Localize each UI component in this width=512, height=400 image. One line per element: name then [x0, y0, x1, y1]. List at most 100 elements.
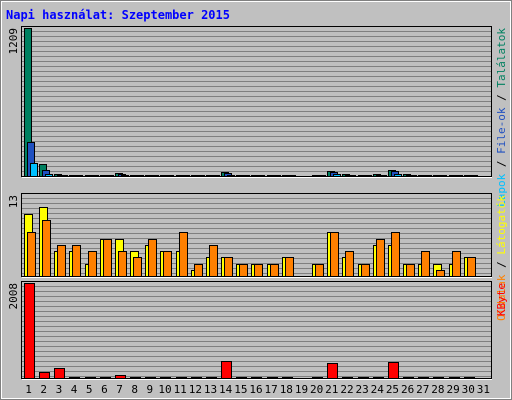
bar-Lapok-10 [166, 175, 174, 177]
bar-Lapok-11 [182, 175, 190, 177]
bar-Lapok-13 [212, 175, 220, 177]
bar-Lapok-28 [439, 175, 447, 177]
legend: Oldalak / Látogatók [495, 195, 508, 321]
bar-Lapok-5 [91, 175, 99, 177]
legend-part: Látogatók [495, 195, 508, 255]
bar-Oldalak-15 [239, 264, 248, 277]
bar-Oldalak-20 [315, 264, 324, 277]
x-tick-label: 20 [310, 383, 323, 396]
bar-KByte-15 [236, 377, 247, 379]
bar-Oldalak-25 [391, 232, 400, 277]
panel-2: 13 Oldalak / Látogatók [7, 193, 508, 321]
bar-Oldalak-3 [57, 245, 66, 277]
bar-Oldalak-4 [72, 245, 81, 277]
x-tick-label: 12 [189, 383, 202, 396]
bar-KByte-11 [176, 377, 187, 379]
panel-1: 1209 Lapok / File-ok / Találatok [7, 26, 508, 207]
x-tick-label: 6 [101, 383, 108, 396]
bar-Oldalak-27 [421, 251, 430, 277]
bar-KByte-23 [358, 377, 369, 379]
bar-KByte-17 [267, 377, 278, 379]
bar-KByte-2 [39, 372, 50, 379]
x-tick-label: 29 [446, 383, 459, 396]
x-tick-label: 10 [158, 383, 171, 396]
bar-Lapok-22 [348, 175, 356, 177]
x-tick-label: 1 [25, 383, 32, 396]
bar-KByte-27 [418, 377, 429, 379]
bar-Lapok-18 [288, 175, 296, 177]
bar-KByte-30 [464, 377, 475, 379]
bar-Lapok-17 [273, 175, 281, 177]
series-Lapok [30, 163, 478, 177]
bar-Lapok-30 [470, 175, 478, 177]
bar-Lapok-25 [394, 174, 402, 177]
bar-KByte-10 [160, 377, 171, 379]
x-tick-label: 30 [462, 383, 475, 396]
bar-KByte-18 [282, 377, 293, 379]
x-tick-label: 23 [356, 383, 369, 396]
bar-Lapok-9 [151, 175, 159, 177]
bar-Oldalak-10 [163, 251, 172, 277]
x-tick-label: 2 [40, 383, 47, 396]
bar-KByte-29 [449, 377, 460, 379]
x-tick-label: 19 [295, 383, 308, 396]
bar-KByte-12 [191, 377, 202, 379]
bar-Oldalak-21 [330, 232, 339, 277]
series-KByte [24, 283, 475, 379]
bar-Oldalak-8 [133, 257, 142, 277]
x-tick-label: 5 [86, 383, 93, 396]
bar-Oldalak-28 [436, 270, 445, 277]
bar-Lapok-3 [60, 175, 68, 177]
bar-Lapok-21 [333, 174, 341, 177]
bar-KByte-25 [388, 362, 399, 379]
bar-KByte-21 [327, 363, 338, 379]
bar-Lapok-23 [364, 175, 372, 177]
bar-KByte-6 [100, 377, 111, 379]
x-tick-label: 28 [431, 383, 444, 396]
legend: Lapok / File-ok / Találatok [495, 28, 508, 207]
series-Oldalak [27, 220, 476, 277]
x-tick-label: 18 [280, 383, 293, 396]
bar-KByte-26 [403, 377, 414, 379]
x-tick-label: 11 [174, 383, 187, 396]
bar-Oldalak-7 [118, 251, 127, 277]
bar-Lapok-7 [121, 175, 129, 177]
legend-part: Lapok [495, 173, 508, 206]
bar-Lapok-8 [136, 175, 144, 177]
plot-area [21, 281, 492, 379]
bar-Lapok-15 [242, 175, 250, 177]
bar-KByte-1 [24, 283, 35, 379]
x-tick-label: 24 [371, 383, 385, 396]
bar-Lapok-1 [30, 163, 38, 177]
bar-Oldalak-22 [345, 251, 354, 277]
bar-Oldalak-12 [194, 264, 203, 277]
x-tick-label: 22 [340, 383, 353, 396]
bar-KByte-7 [115, 375, 126, 379]
legend-part: / [495, 255, 508, 275]
bar-KByte-4 [69, 377, 80, 379]
bar-Oldalak-14 [224, 257, 233, 277]
legend-part: / [495, 88, 508, 108]
bar-Oldalak-1 [27, 232, 36, 277]
bar-Lapok-6 [106, 175, 114, 177]
x-tick-label: 16 [249, 383, 262, 396]
panel-3: 2008 KByte [7, 281, 508, 380]
legend-part: Találatok [495, 28, 508, 88]
x-tick-label: 7 [116, 383, 123, 396]
bar-KByte-14 [221, 361, 232, 379]
chart-panels: 1209 Lapok / File-ok / Találatok 13 Oldalak… [7, 26, 508, 380]
x-tick-label: 21 [325, 383, 338, 396]
y-max-label: 1209 [7, 28, 20, 55]
bar-KByte-24 [373, 377, 384, 379]
bar-KByte-28 [433, 377, 444, 379]
bar-KByte-22 [342, 377, 353, 379]
bar-Lapok-24 [379, 175, 387, 177]
bar-Oldalak-2 [42, 220, 51, 277]
x-tick-label: 26 [401, 383, 414, 396]
bar-Oldalak-29 [452, 251, 461, 277]
y-max-label: 2008 [7, 283, 20, 310]
x-tick-label: 3 [56, 383, 63, 396]
legend-part: Oldalak [495, 274, 508, 321]
